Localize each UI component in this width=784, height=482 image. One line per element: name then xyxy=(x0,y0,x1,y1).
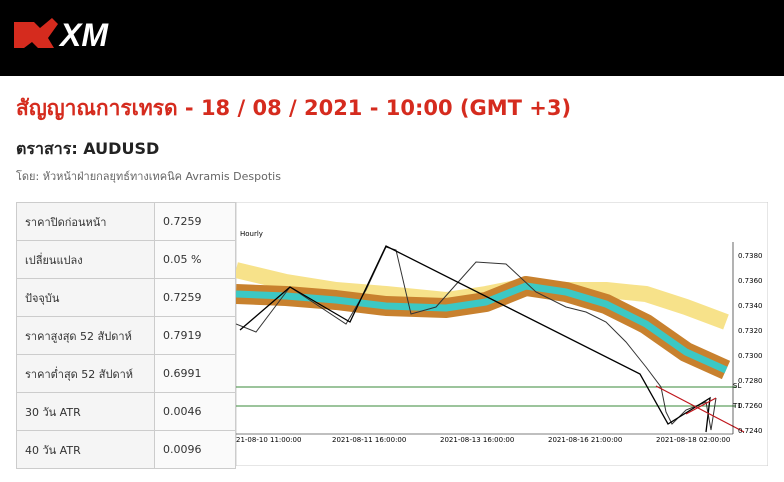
stat-label: ราคาต่ำสุด 52 สัปดาห์ xyxy=(16,354,155,393)
y-tick-label: 0.7360 xyxy=(738,277,763,285)
stat-value: 0.0096 xyxy=(154,430,236,469)
stat-value: 0.7919 xyxy=(154,316,236,355)
stat-value: 0.7259 xyxy=(154,202,236,241)
byline: โดย: หัวหน้าฝ่ายกลยุทธ์ทางเทคนิค Avramis… xyxy=(16,170,281,183)
chart-image: Hourly 0.7380 0.7360 0.7340 0.7320 0.7300 0.7… xyxy=(236,202,768,466)
logo: XM xyxy=(14,17,109,53)
y-tick-label: 0.7260 xyxy=(738,402,763,410)
table-row: ราคาสูงสุด 52 สัปดาห์ 0.7919 xyxy=(16,316,236,355)
x-tick-label: 2021-08-13 16:00:00 xyxy=(440,436,514,444)
t1-label: T1 xyxy=(732,402,742,410)
stat-label: ปัจจุบัน xyxy=(16,278,155,317)
y-tick-label: 0.7320 xyxy=(738,327,763,335)
header: XM xyxy=(0,0,784,76)
y-tick-label: 0.7240 xyxy=(738,427,763,435)
instrument: ตราสาร: AUDUSD xyxy=(16,139,160,158)
x-tick-label: 2021-08-18 02:00:00 xyxy=(656,436,730,444)
y-tick-label: 0.7300 xyxy=(738,352,763,360)
x-tick-label: 2021-08-16 21:00:00 xyxy=(548,436,622,444)
stat-label: เปลี่ยนแปลง xyxy=(16,240,155,279)
table-row: 40 วัน ATR 0.0096 xyxy=(16,430,236,469)
stat-value: 0.7259 xyxy=(154,278,236,317)
x-tick-label: 21-08-10 11:00:00 xyxy=(236,436,301,444)
sl-label: SL xyxy=(733,382,741,390)
table-row: ปัจจุบัน 0.7259 xyxy=(16,278,236,317)
stat-label: ราคาปิดก่อนหน้า xyxy=(16,202,155,241)
y-tick-label: 0.7340 xyxy=(738,302,763,310)
table-row: 30 วัน ATR 0.0046 xyxy=(16,392,236,431)
table-row: ราคาต่ำสุด 52 สัปดาห์ 0.6991 xyxy=(16,354,236,393)
logo-text: XM xyxy=(58,17,109,53)
stats-table: ราคาปิดก่อนหน้า 0.7259 เปลี่ยนแปลง 0.05 % ปั… xyxy=(16,202,236,469)
x-tick-label: 2021-08-11 16:00:00 xyxy=(332,436,406,444)
page-title: สัญญาณการเทรด - 18 / 08 / 2021 - 10:00 (… xyxy=(16,96,572,120)
y-tick-label: 0.7380 xyxy=(738,252,763,260)
stat-label: 40 วัน ATR xyxy=(16,430,155,469)
stat-value: 0.05 % xyxy=(154,240,236,279)
y-tick-label: 0.7280 xyxy=(738,377,763,385)
stat-value: 0.0046 xyxy=(154,392,236,431)
stat-label: 30 วัน ATR xyxy=(16,392,155,431)
table-row: ราคาปิดก่อนหน้า 0.7259 xyxy=(16,202,236,241)
stat-value: 0.6991 xyxy=(154,354,236,393)
stat-label: ราคาสูงสุด 52 สัปดาห์ xyxy=(16,316,155,355)
timeframe: Hourly xyxy=(240,230,263,238)
table-row: เปลี่ยนแปลง 0.05 % xyxy=(16,240,236,279)
